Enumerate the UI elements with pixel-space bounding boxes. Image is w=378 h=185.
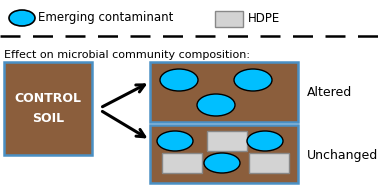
Ellipse shape: [9, 10, 35, 26]
Text: CONTROL: CONTROL: [14, 92, 82, 105]
Ellipse shape: [157, 131, 193, 151]
Ellipse shape: [160, 69, 198, 91]
FancyBboxPatch shape: [249, 153, 289, 173]
Text: Altered: Altered: [307, 85, 352, 98]
FancyBboxPatch shape: [150, 62, 298, 122]
FancyBboxPatch shape: [162, 153, 202, 173]
FancyBboxPatch shape: [207, 131, 247, 151]
FancyBboxPatch shape: [215, 11, 243, 27]
Text: HDPE: HDPE: [248, 11, 280, 24]
Ellipse shape: [204, 153, 240, 173]
Ellipse shape: [247, 131, 283, 151]
FancyBboxPatch shape: [4, 62, 92, 155]
Text: SOIL: SOIL: [32, 112, 64, 125]
FancyBboxPatch shape: [150, 125, 298, 183]
Ellipse shape: [234, 69, 272, 91]
Text: Unchanged: Unchanged: [307, 149, 378, 162]
Text: Effect on microbial community composition:: Effect on microbial community compositio…: [4, 50, 250, 60]
Text: Emerging contaminant: Emerging contaminant: [38, 11, 174, 24]
Ellipse shape: [197, 94, 235, 116]
